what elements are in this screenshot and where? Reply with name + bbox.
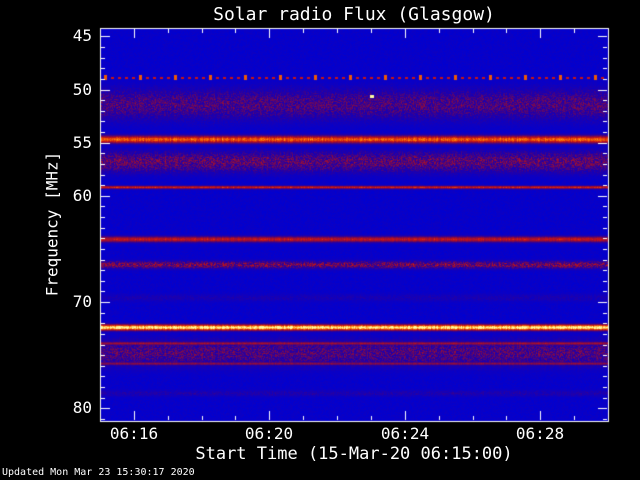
y-axis-tick-label: 80 — [72, 398, 92, 417]
y-axis-tick-label: 50 — [72, 80, 92, 99]
x-axis-tick-label: 06:16 — [109, 424, 159, 443]
x-axis-tick-label: 06:24 — [380, 424, 430, 443]
y-axis-tick-label: 45 — [72, 26, 92, 45]
x-axis-tick-label: 06:28 — [515, 424, 565, 443]
x-axis-tick-label: 06:20 — [244, 424, 294, 443]
y-axis-tick-label: 60 — [72, 186, 92, 205]
y-axis-tick-label: 55 — [72, 133, 92, 152]
y-axis-tick-label: 70 — [72, 292, 92, 311]
x-axis-label: Start Time (15-Mar-20 06:15:00) — [195, 444, 513, 464]
chart-title: Solar radio Flux (Glasgow) — [213, 4, 495, 25]
updated-timestamp: Updated Mon Mar 23 15:30:17 2020 — [2, 467, 195, 478]
y-axis-label: Frequency [MHz] — [42, 151, 62, 297]
